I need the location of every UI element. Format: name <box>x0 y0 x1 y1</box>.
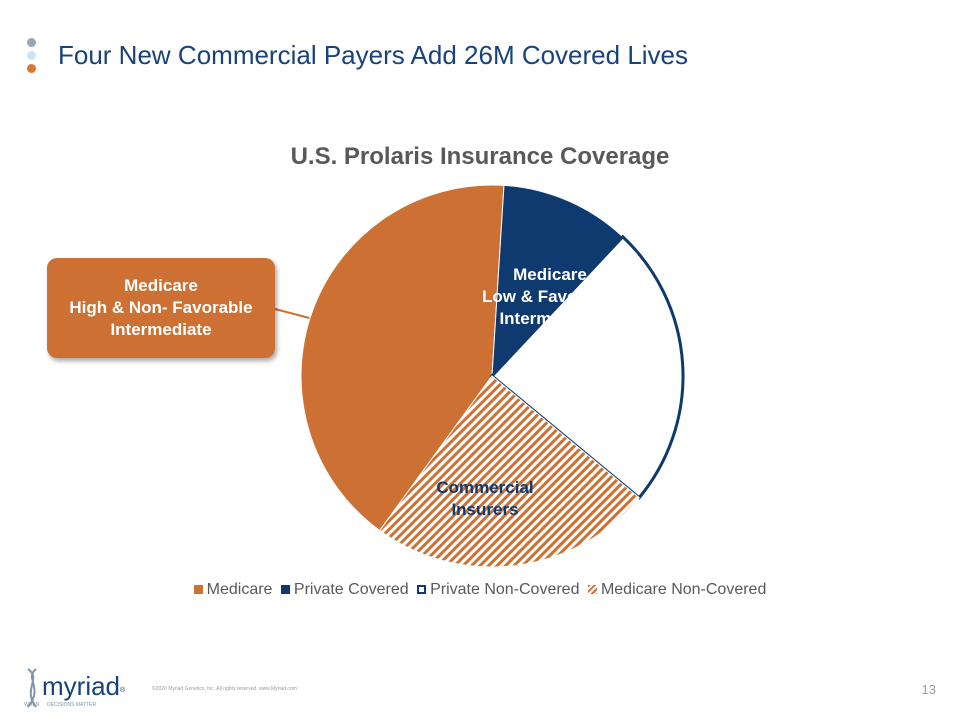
logo-tagline-right: DECISIONS MATTER <box>47 702 96 708</box>
pie-slice-private-covered <box>491 184 624 378</box>
logo-registered-mark: ® <box>120 686 126 694</box>
myriad-logo: myriad ® WHEN DECISIONS MATTER <box>24 668 126 708</box>
pie-slice-private-non-covered <box>489 234 685 500</box>
bullet-dot-light-blue <box>27 51 36 60</box>
dna-helix-icon <box>27 668 37 708</box>
bullet-dot-gray <box>27 38 36 47</box>
legend-item-private-covered: Private Covered <box>280 581 409 599</box>
legend-swatch <box>417 585 427 594</box>
pie-slice-medicare <box>300 184 505 532</box>
chart-title: U.S. Prolaris Insurance Coverage <box>290 143 670 170</box>
logo-tagline-left: WHEN <box>24 702 40 708</box>
legend-label: Private Non-Covered <box>430 581 580 598</box>
copyright-text: ©2020 Myriad Genetics, Inc. All rights r… <box>152 686 297 692</box>
legend-swatch <box>280 585 290 594</box>
legend-swatch <box>193 585 203 594</box>
pie-slice-medicare-non-covered <box>379 375 640 568</box>
bullet-dot-orange <box>27 64 36 73</box>
legend-swatch <box>587 585 597 594</box>
legend-label: Medicare Non-Covered <box>600 581 767 598</box>
legend-label: Private Covered <box>293 581 409 598</box>
slice-label-medicare: Medicare Low & Favorable Intermediate <box>481 265 619 328</box>
legend-item-medicare: Medicare <box>193 581 273 599</box>
title-bullet-dots <box>27 38 39 77</box>
callout-medicare-non-covered: Medicare High & Non- Favorable Intermedi… <box>47 258 275 358</box>
slice-label-commercial: Commercial Insurers <box>436 478 534 519</box>
legend-item-private-non-covered: Private Non-Covered <box>417 581 579 599</box>
slide-title: Four New Commercial Payers Add 26M Cover… <box>58 40 689 70</box>
logo-wordmark: myriad <box>42 671 120 701</box>
chart-legend: Medicare Private Covered Private Non-Cov… <box>0 581 960 599</box>
page-number: 13 <box>921 682 936 697</box>
legend-item-medicare-non-covered: Medicare Non-Covered <box>587 581 767 599</box>
legend-label: Medicare <box>206 581 273 598</box>
